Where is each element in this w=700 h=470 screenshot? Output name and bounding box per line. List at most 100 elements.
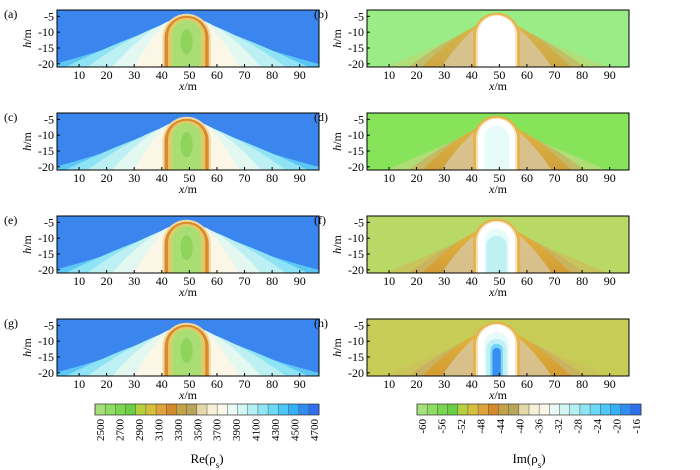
x-axis-label: x/m: [178, 182, 198, 196]
panels-group: 10 20 30 40 50 60 70 80 90 -5 -10 -15 -20 x/m h/m (a) 10…: [4, 7, 630, 402]
colorbar-swatch: [156, 404, 167, 415]
colorbar-swatch: [237, 404, 249, 415]
x-tick-label: 50: [183, 274, 195, 288]
x-tick-label: 10: [383, 377, 395, 391]
x-axis-label: x/m: [488, 182, 508, 196]
contour-band: [484, 125, 510, 170]
colorbar-swatch: [437, 404, 448, 415]
x-tick-label: 50: [493, 68, 505, 82]
contour-field: [367, 216, 629, 273]
y-tick-label: -20: [38, 57, 54, 71]
x-tick-label: 50: [183, 68, 195, 82]
y-tick-label: -15: [38, 41, 54, 55]
panel-label: (f): [314, 213, 326, 227]
panel-label: (b): [314, 7, 328, 21]
colorbar-swatch: [539, 404, 550, 415]
colorbar-tick-label: 2900: [134, 419, 146, 442]
y-tick-label: -15: [38, 350, 54, 364]
y-tick-label: -5: [44, 9, 54, 23]
contour-field: [367, 113, 629, 170]
y-tick-label: -10: [38, 128, 54, 142]
x-tick-label: 80: [266, 68, 278, 82]
x-tick-label: 60: [211, 377, 223, 391]
panel-a: 10 20 30 40 50 60 70 80 90 -5 -10 -15 -20 x/m h/m(a): [4, 7, 320, 93]
contour-band: [180, 132, 193, 158]
x-tick-label: 30: [438, 171, 450, 185]
colorbar-swatch: [590, 404, 601, 415]
colorbar-tick-label: 3300: [173, 419, 185, 442]
y-tick-label: -5: [354, 215, 364, 229]
plot-frame: [56, 9, 320, 68]
panel-g: 10 20 30 40 50 60 70 80 90 -5 -10 -15 -20 x/m h/m(g): [4, 316, 320, 402]
x-axis-label: x/m: [488, 285, 508, 299]
y-tick-label: -15: [348, 350, 364, 364]
x-tick-label: 90: [294, 171, 306, 185]
y-tick-label: -15: [348, 41, 364, 55]
colorbar-tick-label: -44: [495, 419, 507, 434]
colorbar-swatch: [630, 404, 642, 415]
x-tick-label: 20: [411, 68, 423, 82]
colorbar-tick-label: -32: [553, 419, 565, 434]
y-axis-label: h/m: [330, 132, 344, 151]
x-tick-label: 60: [211, 171, 223, 185]
colorbar-swatch: [447, 404, 459, 415]
colorbar-tick-label: 2500: [95, 419, 107, 442]
panel-label: (a): [4, 7, 17, 21]
x-tick-label: 10: [383, 274, 395, 288]
colorbar-re: 2500 2700 2900 3100 3300 3500 3700 3900 4100 4300…: [94, 403, 321, 470]
x-tick-label: 70: [239, 377, 251, 391]
contour-band: [180, 338, 193, 364]
colorbar-tick-label: -48: [475, 419, 487, 434]
x-tick-label: 20: [101, 377, 113, 391]
colorbar-tick-label: -36: [534, 419, 546, 434]
x-tick-label: 90: [294, 377, 306, 391]
colorbar-tick-label: -40: [514, 419, 526, 434]
x-tick-label: 50: [183, 377, 195, 391]
contour-band: [492, 347, 501, 376]
x-tick-label: 40: [466, 274, 478, 288]
contour-band: [486, 235, 507, 273]
colorbar-tick-label: 3500: [192, 419, 204, 442]
y-tick-label: -20: [38, 263, 54, 277]
x-tick-label: 30: [438, 68, 450, 82]
contour-band: [180, 29, 193, 55]
y-tick-label: -20: [38, 366, 54, 380]
x-axis-label: x/m: [178, 388, 198, 402]
y-tick-label: -5: [44, 215, 54, 229]
x-tick-label: 80: [266, 274, 278, 288]
colorbar-tick-label: -28: [573, 419, 585, 434]
x-tick-label: 90: [604, 274, 616, 288]
colorbar-swatch: [467, 404, 479, 415]
panel-f: 10 20 30 40 50 60 70 80 90 -5 -10 -15 -20 x/m h/m (f): [314, 213, 630, 299]
x-tick-label: 30: [128, 274, 140, 288]
x-tick-label: 80: [576, 68, 588, 82]
colorbar-swatch: [529, 404, 540, 415]
x-tick-label: 80: [576, 171, 588, 185]
colorbar-swatch: [115, 404, 126, 415]
x-tick-label: 10: [383, 68, 395, 82]
x-tick-label: 70: [549, 171, 561, 185]
x-tick-label: 80: [576, 274, 588, 288]
x-tick-label: 20: [101, 274, 113, 288]
colorbar-swatch: [105, 404, 116, 415]
x-tick-label: 10: [73, 68, 85, 82]
colorbar-swatch: [417, 404, 428, 415]
colorbar-swatch: [227, 404, 238, 415]
x-tick-label: 30: [128, 171, 140, 185]
y-axis-label: h/m: [330, 338, 344, 357]
x-tick-label: 90: [604, 377, 616, 391]
colorbar-tick-label: -60: [417, 419, 429, 434]
y-tick-label: -20: [348, 57, 364, 71]
y-tick-label: -20: [348, 160, 364, 174]
x-tick-label: 40: [466, 377, 478, 391]
colorbar-swatch: [95, 404, 106, 415]
colorbar-swatch: [549, 404, 560, 415]
x-axis-label: x/m: [178, 285, 198, 299]
colorbar-swatch: [268, 404, 279, 415]
colorbar-swatch: [125, 404, 137, 415]
plot-frame: [56, 318, 320, 377]
colorbar-swatch: [579, 404, 591, 415]
colorbar-swatch: [145, 404, 157, 415]
y-tick-label: -15: [38, 144, 54, 158]
